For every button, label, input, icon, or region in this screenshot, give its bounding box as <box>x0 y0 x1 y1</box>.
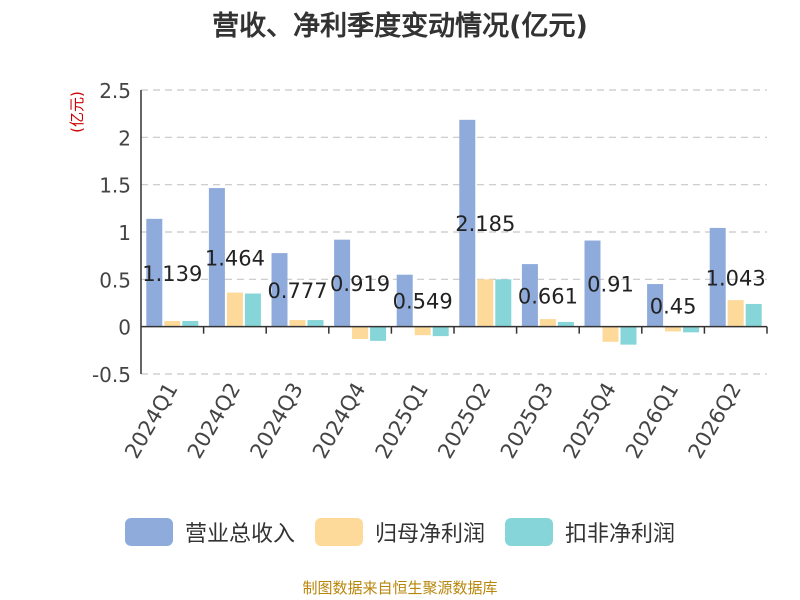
bar <box>370 326 387 341</box>
bar-chart: -0.500.511.522.5(亿元)2024Q1 2024Q2 2024Q3 20… <box>68 79 768 463</box>
legend-label: 扣非净利润 <box>565 522 676 547</box>
data-label: 0.777 <box>267 279 327 303</box>
bar <box>352 326 369 339</box>
bar <box>396 274 413 327</box>
x-tick-label: 2025Q4 <box>558 379 620 463</box>
bar <box>477 279 494 327</box>
bar <box>334 239 351 327</box>
bar <box>182 320 199 327</box>
y-tick-label: -0.5 <box>92 363 131 387</box>
y-tick-label: 0 <box>118 316 131 340</box>
bar <box>244 293 261 327</box>
bar <box>414 326 431 336</box>
bar <box>521 264 538 327</box>
chart-title: 营收、净利季度变动情况(亿元) <box>212 11 588 42</box>
legend-label: 归母净利润 <box>374 522 485 547</box>
bar <box>745 303 762 327</box>
x-tick-label: 2026Q1 <box>621 379 683 463</box>
x-tick-label: 2025Q2 <box>433 379 495 463</box>
x-tick-label: 2025Q1 <box>371 379 433 463</box>
bar <box>289 320 306 327</box>
x-tick-label: 2025Q3 <box>496 379 558 463</box>
bar <box>602 326 619 342</box>
bar <box>727 300 744 327</box>
legend-swatch <box>505 518 553 546</box>
y-tick-label: 2 <box>118 126 131 150</box>
bar <box>271 253 288 327</box>
bar <box>584 240 601 327</box>
data-label: 1.043 <box>706 266 766 290</box>
y-axis-title: (亿元) <box>68 91 86 133</box>
bar <box>709 227 726 327</box>
data-label: 1.139 <box>142 262 202 286</box>
y-tick-label: 1.5 <box>99 174 131 198</box>
legend-swatch <box>124 518 173 546</box>
legend-item[interactable]: 归母净利润 <box>314 516 485 548</box>
bar <box>683 326 700 333</box>
y-tick-label: 0.5 <box>99 268 131 292</box>
bar <box>539 319 556 327</box>
x-tick-label: 2024Q2 <box>183 379 245 463</box>
data-label: 0.45 <box>650 294 697 318</box>
legend-label: 营业总收入 <box>184 522 295 547</box>
source-note: 制图数据来自恒生聚源数据库 <box>302 579 498 597</box>
bar <box>226 292 243 327</box>
x-tick-label: 2026Q2 <box>684 379 746 463</box>
bar <box>495 279 512 327</box>
data-label: 2.185 <box>455 212 515 236</box>
legend: 营业总收入 归母净利润 扣非净利润 <box>0 516 800 548</box>
bar <box>432 326 449 337</box>
bar <box>307 320 324 327</box>
x-tick-label: 2024Q3 <box>245 379 307 463</box>
bar <box>665 326 682 332</box>
bar <box>459 119 476 327</box>
bar <box>647 284 664 327</box>
x-tick-label: 2024Q1 <box>120 379 182 463</box>
legend-item[interactable]: 营业总收入 <box>124 516 295 548</box>
data-label: 0.549 <box>393 290 453 314</box>
data-label: 1.464 <box>205 246 265 270</box>
y-tick-label: 2.5 <box>99 79 131 103</box>
legend-item[interactable]: 扣非净利润 <box>505 516 675 548</box>
data-label: 0.919 <box>330 272 390 296</box>
bar <box>620 326 637 345</box>
legend-swatch <box>314 518 363 546</box>
y-tick-label: 1 <box>118 221 131 245</box>
data-label: 0.91 <box>587 273 634 297</box>
data-label: 0.661 <box>518 284 578 308</box>
bar <box>146 218 163 327</box>
bar <box>164 320 181 327</box>
x-tick-label: 2024Q4 <box>308 379 370 463</box>
bar <box>208 188 225 327</box>
bar <box>557 321 574 327</box>
